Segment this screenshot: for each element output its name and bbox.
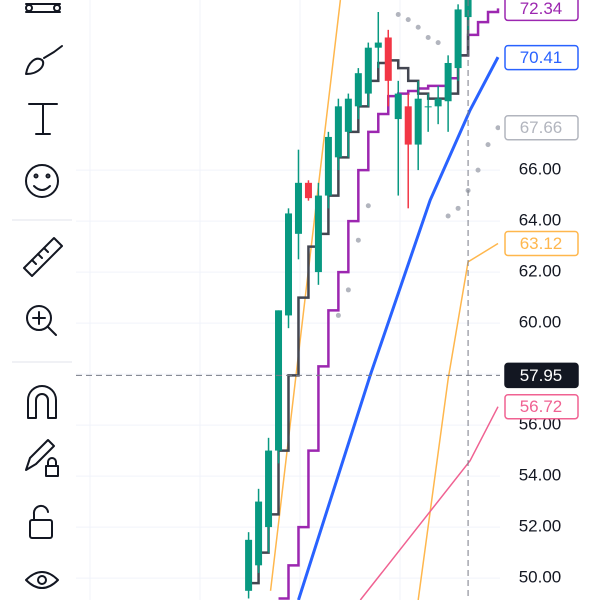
price-label: 57.95 [520, 366, 563, 385]
sar-dot [485, 142, 491, 148]
y-tick-label: 50.00 [519, 568, 562, 587]
candle-body [344, 98, 352, 132]
tool-ruler[interactable] [23, 237, 63, 277]
candle-body [384, 37, 392, 81]
tool-emoji[interactable] [25, 164, 59, 198]
candle-body [414, 98, 422, 145]
price-label: 72.34 [520, 0, 563, 18]
sar-dot [475, 167, 481, 173]
candle-body [284, 213, 292, 316]
y-tick-label: 52.00 [519, 517, 562, 536]
indicator-line [297, 56, 500, 600]
price-label-box [504, 115, 579, 141]
tool-brush[interactable] [25, 45, 63, 75]
candle-body [364, 47, 372, 94]
price-label: 70.41 [520, 48, 563, 67]
candle-body [265, 450, 273, 528]
candle-body [245, 539, 253, 591]
price-axis: 50.0052.0054.0056.0058.0060.0062.0064.00… [504, 0, 579, 587]
y-tick-label: 66.00 [519, 160, 562, 179]
candle-body [444, 62, 452, 102]
y-tick-label: 62.00 [519, 262, 562, 281]
toolbar [12, 3, 72, 589]
sar-dot [355, 237, 361, 243]
candle-body [374, 42, 382, 48]
candle-body [314, 195, 322, 273]
candle-body [394, 93, 402, 120]
candle-body [294, 182, 302, 234]
candle-body [354, 73, 362, 107]
tool-text[interactable] [28, 103, 58, 135]
candle-body [464, 0, 472, 18]
candle-body [424, 106, 432, 108]
sar-dot [425, 34, 431, 40]
y-tick-label: 64.00 [519, 211, 562, 230]
tool-zoom[interactable] [26, 305, 57, 336]
sar-dot [365, 203, 371, 209]
candle-body [404, 106, 412, 145]
sar-dot [395, 12, 401, 18]
y-tick-label: 54.00 [519, 466, 562, 485]
candle-body [334, 106, 342, 158]
price-label-box [504, 230, 579, 257]
price-label-box [504, 362, 579, 389]
candle-body [324, 136, 332, 196]
tool-magnet[interactable] [27, 385, 57, 419]
sar-dot [405, 17, 411, 23]
candle-body [275, 310, 283, 451]
tool-lock-draw[interactable] [25, 439, 59, 477]
y-tick-label: 60.00 [519, 313, 562, 332]
price-label: 56.72 [520, 397, 563, 416]
indicator-line [269, 0, 499, 600]
sar-dot [445, 213, 451, 219]
sar-dot [495, 125, 500, 131]
indicator-line [359, 406, 499, 600]
price-label: 63.12 [520, 234, 563, 253]
sar-dot [455, 205, 461, 211]
sar-dot [435, 40, 441, 46]
sar-dot [415, 24, 421, 30]
tool-lines[interactable] [25, 3, 61, 13]
sar-dot [335, 312, 341, 318]
candle-body [255, 501, 263, 566]
tool-eye[interactable] [25, 571, 59, 589]
tool-lock[interactable] [29, 504, 53, 539]
plot [76, 0, 500, 600]
candle-body [304, 182, 312, 199]
price-label-box [504, 44, 579, 71]
sar-dot [345, 287, 351, 293]
candle-body [434, 98, 442, 107]
price-label: 67.66 [520, 118, 563, 137]
candle-body [454, 9, 462, 69]
price-label-box [504, 393, 579, 420]
price-label-box [504, 0, 579, 22]
